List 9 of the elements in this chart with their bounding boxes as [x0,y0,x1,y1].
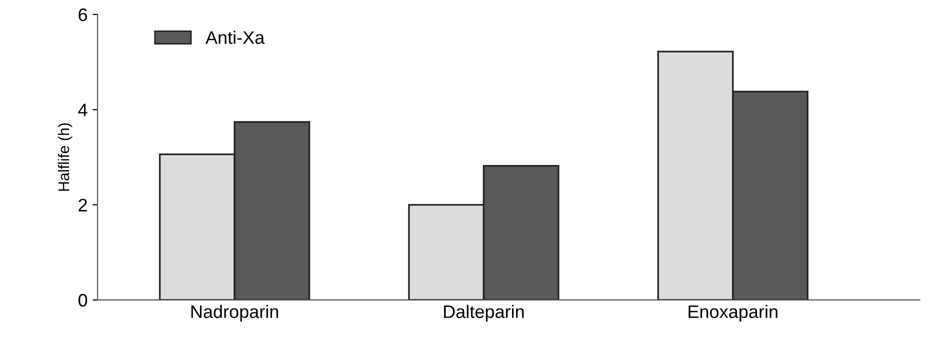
legend-label: Anti-Xa [205,30,265,44]
y-tick-label: 0 [78,294,88,307]
y-axis-title: Halflife (h) [58,123,72,191]
x-tick-label: Nadroparin [191,304,278,322]
x-tick-label: Enoxaparin [688,304,778,322]
y-tick-label: 2 [78,198,87,212]
x-tick-label: Dalteparin [444,304,524,322]
y-tick-label: 6 [78,8,88,22]
y-tick-label: 4 [78,104,88,116]
